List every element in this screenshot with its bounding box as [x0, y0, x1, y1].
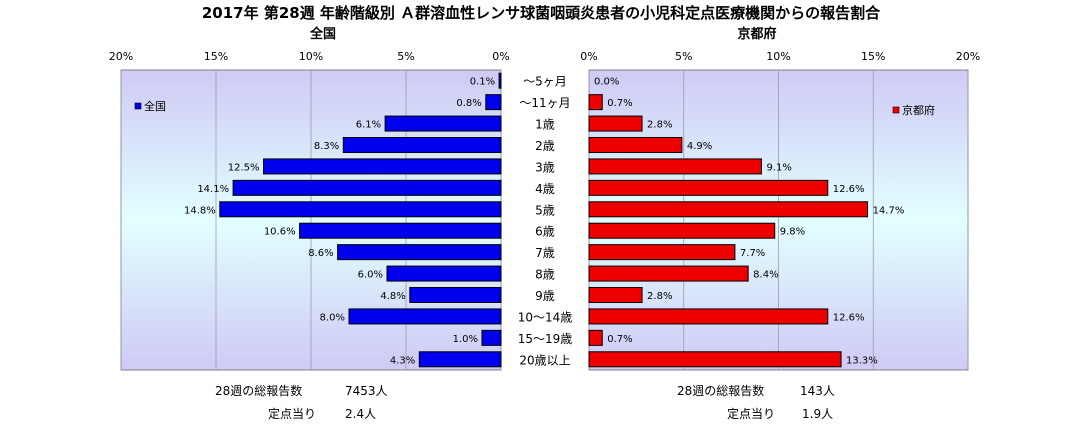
right-tick-label: 20% [956, 50, 980, 63]
left-data-label: 12.5% [228, 162, 260, 173]
right-total-value: 143人 [800, 384, 835, 398]
category-label: 2歳 [535, 139, 555, 153]
left-bar [485, 94, 502, 111]
left-bar [409, 287, 502, 303]
left-total-value: 7453人 [345, 384, 388, 398]
right-bar [588, 179, 829, 196]
right-data-label: 9.8% [780, 227, 805, 238]
left-bar [386, 265, 502, 282]
right-legend-swatch [892, 106, 900, 114]
category-label: 3歳 [535, 160, 555, 174]
category-label: 5歳 [535, 203, 555, 217]
left-legend-label: 全国 [144, 99, 166, 113]
right-data-label: 0.7% [607, 98, 632, 109]
right-data-label: 13.3% [846, 355, 878, 366]
right-data-label: 2.8% [647, 291, 672, 302]
left-data-label: 8.0% [320, 312, 345, 323]
right-data-label: 4.9% [687, 141, 712, 152]
right-data-label: 7.7% [740, 248, 765, 259]
left-data-label: 8.3% [314, 141, 339, 152]
left-bar [342, 137, 502, 153]
left-bar [384, 115, 502, 132]
left-bar [337, 244, 502, 261]
right-bar [588, 137, 683, 153]
left-tick-label: 0% [492, 50, 509, 63]
right-bar [588, 329, 603, 346]
category-label: 9歳 [535, 289, 555, 303]
right-bar [588, 244, 736, 261]
category-label: 8歳 [535, 268, 555, 282]
left-data-label: 8.6% [308, 248, 333, 259]
right-bar [588, 265, 749, 282]
left-data-label: 4.3% [390, 355, 415, 366]
plot-area: 20% 15% 10% 5% 0% 0% 5% 10% 15% 20% 0.1% 0.0% ～5ヶ月 0.… [109, 50, 980, 421]
right-bar [588, 351, 842, 368]
left-bar [299, 222, 502, 239]
left-bar [219, 201, 502, 218]
right-data-label: 14.7% [873, 205, 905, 216]
category-label: 4歳 [535, 182, 555, 196]
left-data-label: 1.0% [453, 334, 478, 345]
left-per-value: 2.4人 [345, 407, 376, 421]
right-data-label: 2.8% [647, 120, 672, 131]
right-subtitle: 京都府 [737, 26, 776, 42]
category-label: 6歳 [535, 225, 555, 239]
left-bar [481, 329, 502, 346]
category-label: ～5ヶ月 [523, 75, 567, 89]
left-per-label: 定点当り [268, 406, 316, 421]
left-bar [348, 308, 502, 325]
left-total-label: 28週の総報告数 [215, 383, 302, 398]
right-legend-label: 京都府 [902, 103, 935, 117]
category-label: 1歳 [535, 118, 555, 132]
category-label: 20歳以上 [519, 353, 570, 367]
right-data-label: 12.6% [833, 184, 865, 195]
category-label: ～11ヶ月 [519, 96, 570, 110]
right-per-value: 1.9人 [802, 407, 833, 421]
left-tick-label: 20% [109, 50, 133, 63]
left-tick-label: 10% [299, 50, 323, 63]
left-data-label: 6.0% [358, 270, 383, 281]
left-data-label: 14.1% [197, 184, 229, 195]
left-data-label: 10.6% [264, 227, 296, 238]
category-label: 10～14歳 [518, 310, 573, 324]
right-per-label: 定点当り [727, 406, 775, 421]
left-data-label: 0.1% [470, 77, 495, 88]
right-data-label: 0.7% [607, 334, 632, 345]
right-tick-label: 5% [675, 50, 692, 63]
right-bar [588, 222, 776, 239]
left-tick-label: 15% [204, 50, 228, 63]
left-bar [263, 158, 502, 175]
right-bar [588, 158, 762, 175]
left-bar [498, 72, 502, 89]
left-tick-label: 5% [397, 50, 414, 63]
right-data-label: 0.0% [594, 77, 619, 88]
left-bar [418, 351, 502, 368]
chart-title: 2017年 第28週 年齢階級別 Ａ群溶血性レンサ球菌咽頭炎患者の小児科定点医療… [202, 4, 881, 22]
right-bar [588, 94, 603, 111]
left-legend-swatch [134, 102, 142, 110]
right-data-label: 9.1% [766, 162, 791, 173]
right-bar [588, 308, 829, 325]
left-data-label: 14.8% [184, 205, 216, 216]
left-data-label: 0.8% [456, 98, 481, 109]
left-data-label: 4.8% [380, 291, 405, 302]
right-tick-label: 15% [861, 50, 885, 63]
right-total-label: 28週の総報告数 [677, 383, 764, 398]
right-tick-label: 0% [580, 50, 597, 63]
left-subtitle: 全国 [309, 26, 336, 42]
category-label: 15～19歳 [518, 332, 573, 346]
left-data-label: 6.1% [356, 120, 381, 131]
right-tick-label: 10% [766, 50, 790, 63]
left-bar [232, 179, 502, 196]
right-bar [588, 115, 643, 132]
right-bar [588, 287, 643, 303]
right-data-label: 8.4% [753, 270, 778, 281]
right-data-label: 12.6% [833, 312, 865, 323]
category-label: 7歳 [535, 246, 555, 260]
right-bar [588, 201, 869, 218]
